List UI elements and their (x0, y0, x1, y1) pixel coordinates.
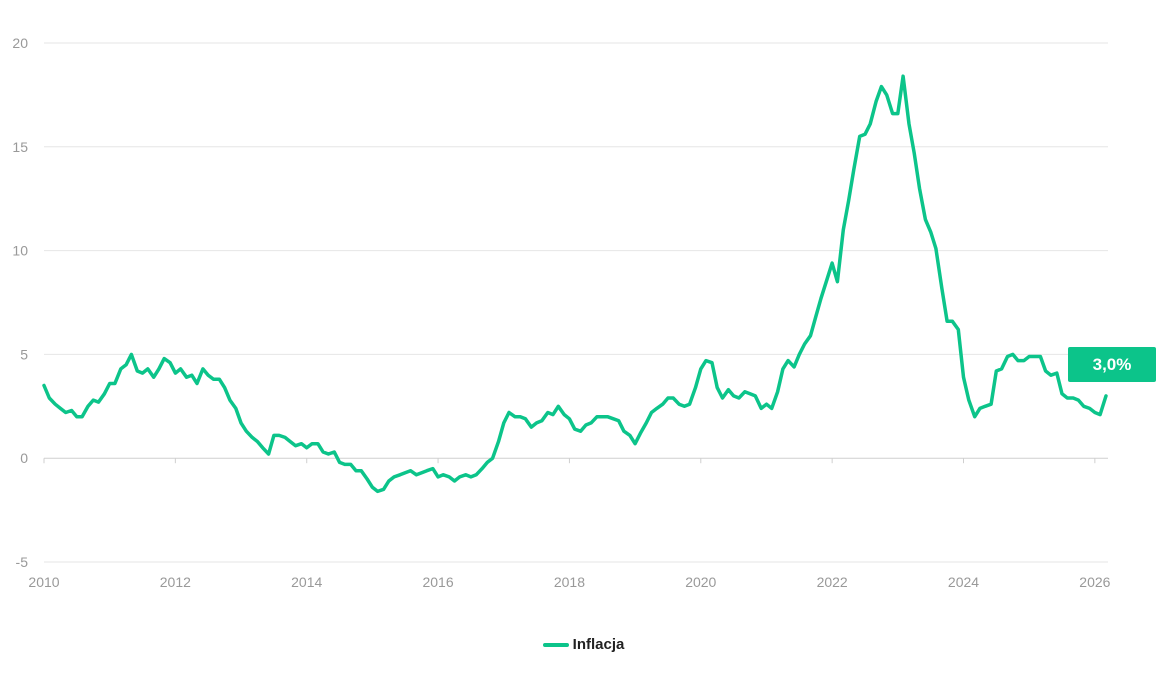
x-tick-label: 2012 (160, 574, 191, 590)
x-tick-label: 2014 (291, 574, 322, 590)
x-tick-label: 2016 (422, 574, 453, 590)
x-tick-label: 2020 (685, 574, 716, 590)
legend-label: Inflacja (572, 636, 625, 653)
gridlines (44, 42, 1108, 563)
legend-swatch (542, 642, 569, 647)
last-value-badge-text: 3,0% (1093, 355, 1132, 374)
x-tick-label: 2024 (948, 574, 979, 590)
x-tick-label: 2026 (1079, 574, 1110, 590)
x-tick-label: 2018 (554, 574, 585, 590)
y-tick-label: 10 (12, 243, 28, 259)
y-tick-label: 0 (20, 450, 28, 466)
y-tick-label: 5 (20, 346, 28, 362)
legend[interactable]: Inflacja (0, 636, 1167, 653)
last-value-badge: 3,0% (1068, 347, 1156, 382)
y-axis-ticks: -5 0 5 10 15 20 (12, 35, 28, 570)
last-value-badge-box (1068, 347, 1156, 382)
x-axis-ticks: 2010 2012 2014 2016 2018 2020 2022 2024 2026 (28, 458, 1111, 590)
y-tick-label: 20 (12, 35, 28, 51)
y-tick-label: -5 (16, 554, 29, 570)
series-line-inflacja (42, 74, 1108, 494)
x-tick-label: 2010 (28, 574, 59, 590)
y-tick-label: 15 (12, 139, 28, 155)
x-tick-label: 2022 (817, 574, 848, 590)
